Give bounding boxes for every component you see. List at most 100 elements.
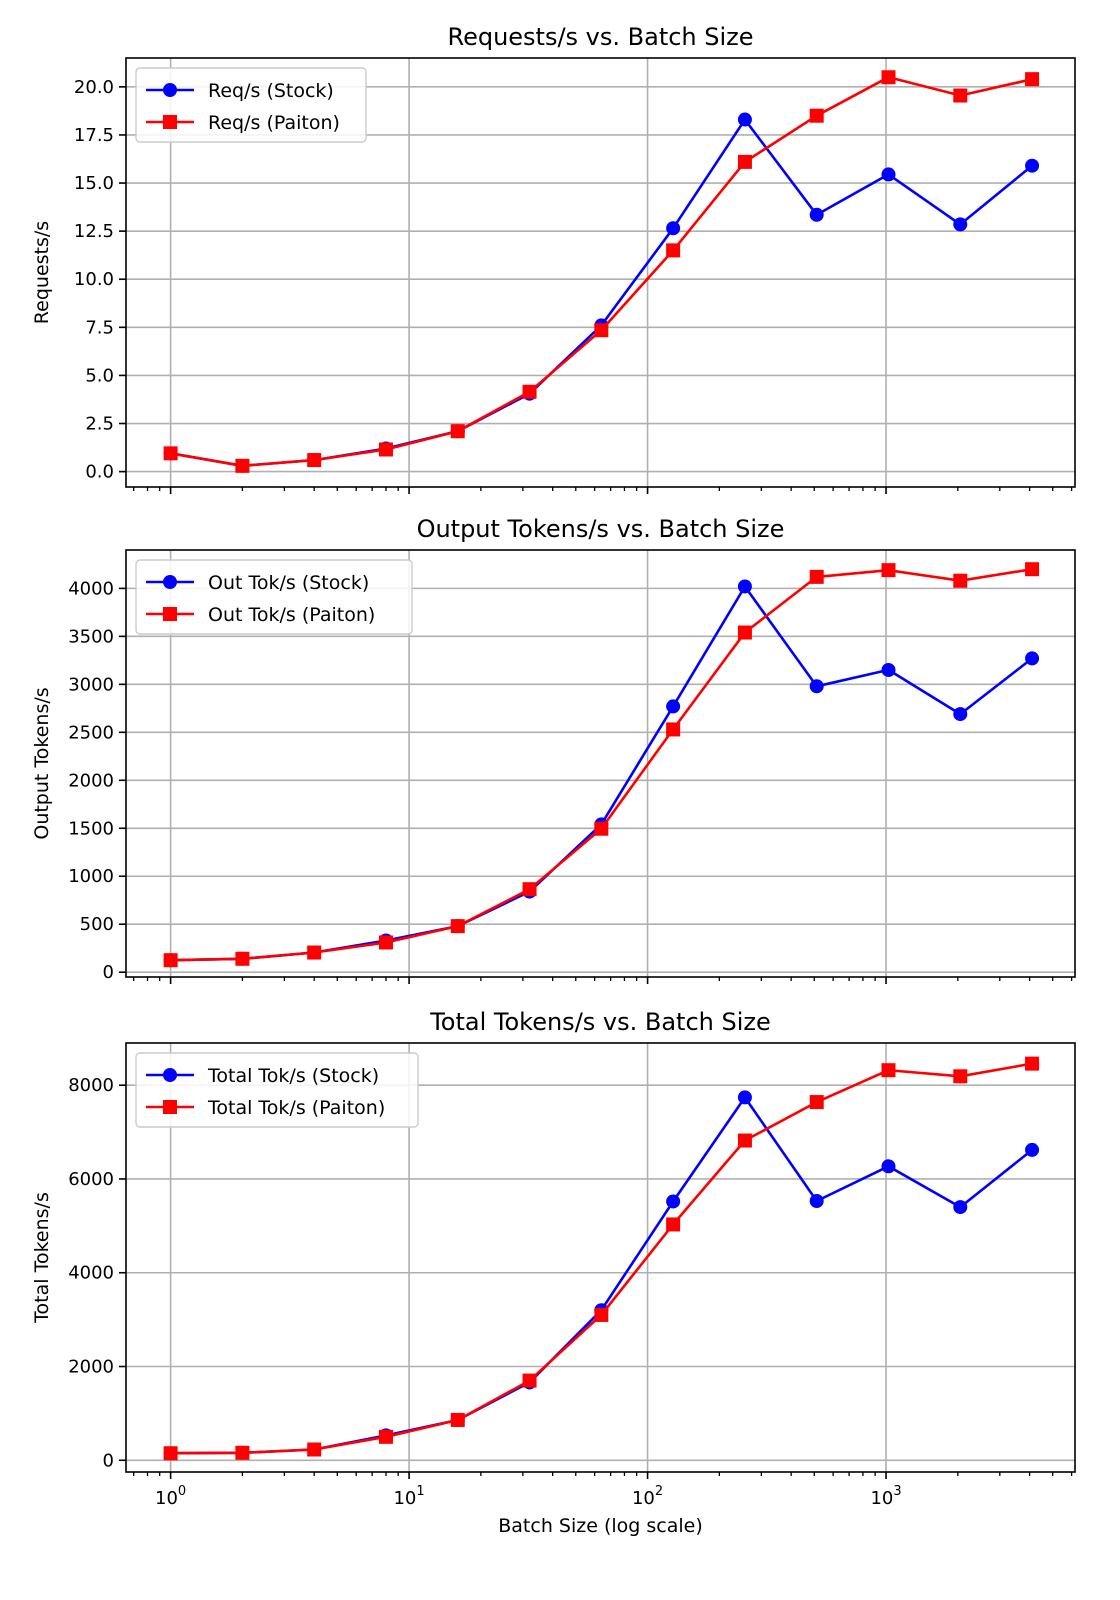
y-tick-label: 12.5	[74, 221, 114, 242]
y-tick-label: 4000	[68, 1263, 114, 1284]
legend-label: Out Tok/s (Stock)	[208, 572, 369, 594]
data-point-paiton	[163, 953, 178, 968]
legend-label: Total Tok/s (Stock)	[207, 1065, 379, 1087]
data-point-stock	[881, 167, 896, 182]
plot-frame	[125, 1042, 1076, 1473]
data-point-paiton	[594, 821, 609, 836]
data-point-paiton	[881, 1063, 896, 1078]
y-tick-label: 1500	[68, 818, 114, 839]
legend-marker-stock	[163, 83, 177, 97]
x-tick-base: 10	[870, 1488, 893, 1509]
y-axis-label: Requests/s	[31, 221, 53, 324]
data-point-stock	[737, 112, 752, 127]
data-point-paiton	[953, 573, 968, 588]
y-tick-label: 4000	[68, 578, 114, 599]
legend: Req/s (Stock) Req/s (Paiton)	[135, 67, 367, 143]
y-tick-label: 20.0	[74, 77, 114, 98]
x-tick-exponent: 1	[416, 1484, 424, 1499]
y-tick-label: 0.0	[85, 462, 114, 483]
data-point-paiton	[522, 1373, 537, 1388]
data-point-paiton	[666, 243, 681, 258]
y-axis-label: Output Tokens/s	[31, 687, 53, 839]
x-tick-label: 101	[393, 1484, 424, 1509]
data-point-paiton	[594, 323, 609, 338]
data-point-paiton	[378, 442, 393, 457]
x-tick-label: 100	[155, 1484, 186, 1509]
chart-title: Total Tokens/s vs. Batch Size	[429, 1008, 771, 1036]
data-point-paiton	[450, 424, 465, 439]
data-point-paiton	[594, 1307, 609, 1322]
legend-label: Total Tok/s (Paiton)	[207, 1097, 385, 1119]
data-point-stock	[809, 207, 824, 222]
y-tick-label: 6000	[68, 1169, 114, 1190]
data-point-paiton	[953, 88, 968, 103]
data-point-stock	[666, 699, 681, 714]
y-tick-label: 500	[80, 914, 114, 935]
data-point-paiton	[809, 1095, 824, 1110]
data-point-stock	[666, 1194, 681, 1209]
y-tick-label: 5.0	[85, 365, 114, 386]
legend-box	[135, 1052, 419, 1128]
y-tick-label: 8000	[68, 1075, 114, 1096]
legend-marker-paiton	[163, 115, 177, 129]
y-tick-label: 10.0	[74, 269, 114, 290]
plot-frame	[125, 57, 1076, 488]
legend: Out Tok/s (Stock) Out Tok/s (Paiton)	[135, 559, 413, 635]
chart-title: Output Tokens/s vs. Batch Size	[417, 515, 785, 543]
data-point-paiton	[1025, 562, 1040, 577]
legend-marker-paiton	[163, 1100, 177, 1114]
y-tick-label: 2.5	[85, 414, 114, 435]
legend-box	[135, 67, 367, 143]
x-tick-base: 10	[155, 1488, 178, 1509]
data-point-paiton	[666, 722, 681, 737]
data-point-paiton	[378, 935, 393, 950]
data-point-paiton	[522, 882, 537, 897]
x-tick-base: 10	[393, 1488, 416, 1509]
data-point-paiton	[450, 1412, 465, 1427]
legend-marker-stock	[163, 1068, 177, 1082]
data-point-paiton	[307, 945, 322, 960]
chart-title: Requests/s vs. Batch Size	[447, 23, 753, 51]
x-tick-base: 10	[632, 1488, 655, 1509]
data-point-paiton	[881, 563, 896, 578]
legend-marker-paiton	[163, 607, 177, 621]
data-point-paiton	[235, 458, 250, 473]
legend-box	[135, 559, 413, 635]
data-point-stock	[737, 1090, 752, 1105]
data-point-stock	[881, 662, 896, 677]
y-axis-label: Total Tokens/s	[31, 1192, 53, 1324]
data-point-stock	[809, 1194, 824, 1209]
data-point-paiton	[163, 446, 178, 461]
data-point-paiton	[522, 384, 537, 399]
data-point-paiton	[378, 1429, 393, 1444]
data-point-paiton	[666, 1217, 681, 1232]
data-point-paiton	[809, 569, 824, 584]
plot-frame	[125, 549, 1076, 978]
data-point-stock	[1025, 1142, 1040, 1157]
data-point-stock	[737, 579, 752, 594]
series-line-stock	[170, 118, 1033, 468]
data-point-paiton	[235, 1445, 250, 1460]
data-point-stock	[953, 217, 968, 232]
x-tick-exponent: 3	[893, 1484, 901, 1499]
legend: Total Tok/s (Stock) Total Tok/s (Paiton)	[135, 1052, 419, 1128]
data-point-paiton	[881, 70, 896, 85]
chart-panel-1: 0.0 2.5 5.0 7.5 10.0 12.5 15.0 17.5 20.0 Requests…	[31, 23, 1076, 494]
legend-label: Out Tok/s (Paiton)	[208, 604, 375, 626]
data-point-paiton	[809, 108, 824, 123]
y-tick-label: 2500	[68, 722, 114, 743]
series-line-stock	[170, 585, 1033, 962]
data-point-paiton	[307, 1442, 322, 1457]
legend-label: Req/s (Paiton)	[208, 112, 340, 134]
data-point-stock	[953, 1200, 968, 1215]
data-point-paiton	[307, 453, 322, 468]
data-point-paiton	[1025, 72, 1040, 87]
data-point-paiton	[737, 625, 752, 640]
y-tick-label: 0	[103, 962, 114, 983]
data-point-paiton	[450, 919, 465, 934]
data-point-stock	[666, 221, 681, 236]
data-point-stock	[1025, 158, 1040, 173]
y-tick-label: 7.5	[85, 317, 114, 338]
